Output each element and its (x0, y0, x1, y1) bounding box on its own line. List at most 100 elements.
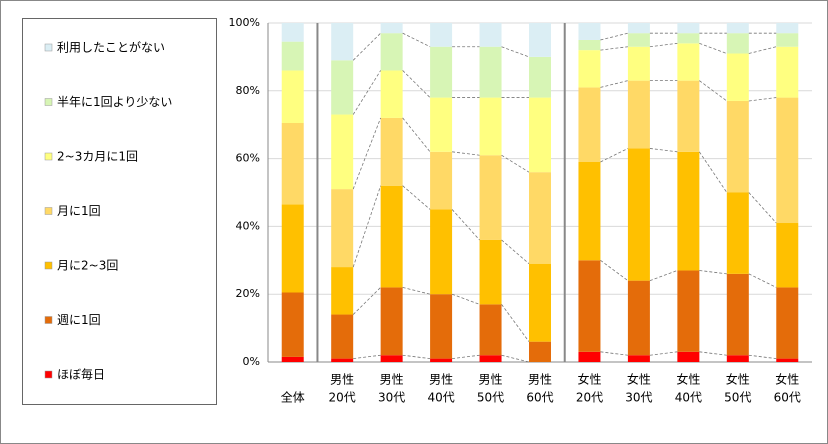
bar-segment (578, 161, 601, 261)
bar-segment (776, 33, 799, 47)
bar-segment (726, 273, 749, 356)
bar-segment (776, 46, 799, 98)
bar-segment (479, 46, 502, 98)
legend-label: 週に1回 (57, 313, 101, 327)
x-tick-label: 女性 (775, 372, 799, 387)
x-tick-label: 女性 (627, 372, 651, 387)
bar-segment (677, 270, 700, 352)
bar-segment (578, 351, 601, 362)
bar-segment (380, 70, 403, 118)
bar-segment (430, 209, 453, 295)
bar-segment (479, 97, 502, 156)
legend-label: 月に2~3回 (57, 259, 118, 273)
bar-segment (627, 46, 650, 81)
bar-segment (578, 50, 601, 88)
legend-label: 2~3カ月に1回 (57, 150, 138, 164)
bar-segment (726, 192, 749, 274)
bar-segment (627, 80, 650, 149)
bar-segment (380, 185, 403, 288)
x-tick-label: 男性 (479, 373, 503, 387)
connector-line (699, 151, 728, 193)
x-tick-label: 全体 (281, 390, 305, 405)
bar-segment (380, 355, 403, 362)
y-tick-label: 60% (236, 152, 260, 165)
bar-segment (430, 97, 453, 152)
bar-segment (529, 263, 551, 342)
bar-segment (726, 33, 749, 54)
bar-segment (281, 23, 304, 42)
legend-label: 月に1回 (57, 204, 101, 218)
bar-segment (726, 100, 749, 193)
connector-line (352, 32, 381, 61)
connector-line (352, 70, 381, 115)
bar-segment (726, 23, 749, 34)
x-tick-label: 男性 (429, 373, 453, 387)
bar-segment (627, 148, 650, 281)
bar-segment (281, 123, 304, 205)
legend-marker (44, 152, 53, 161)
legend-label: ほぼ毎日 (57, 367, 105, 382)
legend-marker (44, 370, 53, 379)
bar-segment (627, 280, 650, 356)
x-tick-label: 男性 (528, 373, 552, 387)
connector-line (699, 80, 728, 102)
bar-segment (677, 33, 700, 44)
bar-segment (677, 351, 700, 362)
bar-segment (331, 60, 354, 115)
bar-segment (529, 341, 551, 362)
bar-segment (677, 151, 700, 271)
x-tick-label: 50代 (477, 391, 504, 405)
bar-segment (430, 46, 453, 98)
bar-segment (479, 23, 502, 47)
x-tick-label: 40代 (427, 391, 454, 405)
bar-segment (776, 223, 799, 288)
bar-segment (578, 23, 601, 40)
bar-segment (776, 358, 799, 362)
bar-segment (677, 43, 700, 81)
bar-segment (331, 114, 354, 190)
bar-segment (578, 260, 601, 352)
x-tick-label: 40代 (675, 391, 702, 405)
bar-segment (380, 23, 403, 34)
bar-segment (726, 53, 749, 101)
x-tick-label: 男性 (380, 373, 404, 387)
bar-segment (281, 204, 304, 293)
bar-segment (331, 23, 354, 61)
x-tick-label: 20代 (576, 391, 603, 405)
connector-line (748, 192, 777, 224)
legend-marker (44, 43, 53, 52)
y-tick-label: 100% (229, 16, 260, 29)
bar-segment (677, 80, 700, 152)
x-tick-label: 60代 (526, 391, 553, 405)
x-tick-label: 20代 (329, 391, 356, 405)
bar-segment (281, 292, 304, 357)
y-tick-label: 40% (236, 219, 260, 232)
bar-segment (479, 355, 502, 362)
legend-marker (44, 261, 53, 270)
bar-segment (677, 23, 700, 34)
bar-segment (529, 97, 551, 173)
legend-marker (44, 207, 53, 215)
bar-segment (281, 41, 304, 71)
x-tick-label: 女性 (577, 372, 601, 387)
connector-line (402, 70, 431, 98)
connector-line (451, 209, 480, 241)
bar-segment (281, 356, 304, 362)
bar-segment (627, 355, 650, 362)
bar-segment (726, 355, 749, 362)
connector-line (501, 239, 530, 264)
bar-segment (627, 23, 650, 34)
bar-segment (380, 33, 403, 71)
bar-segment (479, 304, 502, 356)
legend-label: 利用したことがない (57, 40, 165, 55)
connector-line (402, 185, 431, 210)
bar-segment (331, 358, 354, 362)
bar-segment (529, 56, 551, 98)
x-tick-label: 女性 (676, 372, 700, 387)
connector-line (600, 259, 629, 281)
y-tick-label: 20% (236, 287, 260, 300)
x-tick-label: 男性 (330, 373, 354, 387)
legend-marker (44, 316, 53, 324)
bar-segment (380, 287, 403, 356)
